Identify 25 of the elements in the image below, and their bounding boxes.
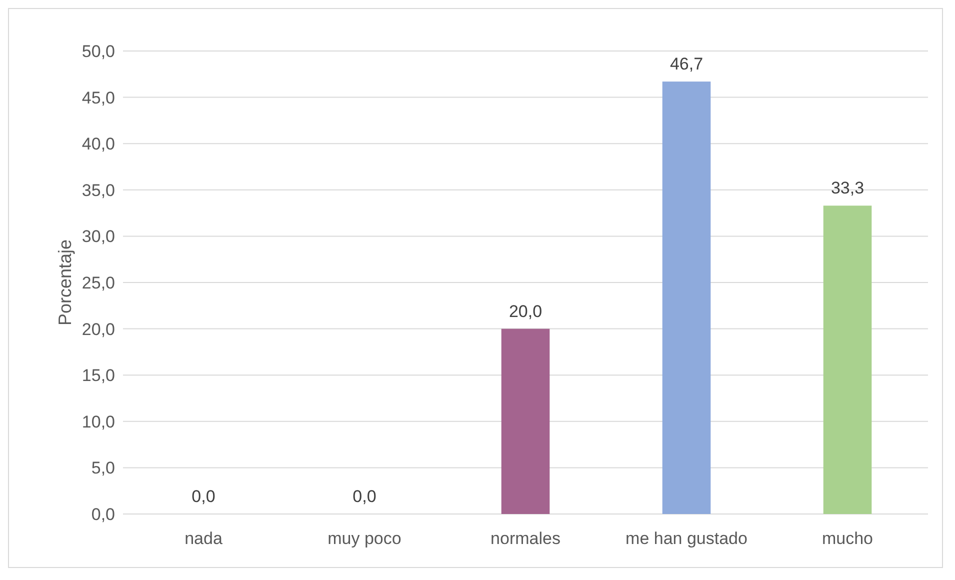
y-tick-label: 5,0 [91, 458, 115, 478]
data-label: 20,0 [508, 302, 542, 321]
y-tick-label: 40,0 [82, 134, 115, 154]
x-tick-label: mucho [822, 529, 874, 548]
y-axis-title: Porcentaje [55, 239, 75, 326]
y-tick-label: 50,0 [82, 42, 115, 61]
x-tick-label: nada [184, 529, 223, 548]
y-tick-label: 30,0 [82, 227, 115, 246]
data-label: 46,7 [670, 54, 704, 74]
bar [501, 328, 550, 514]
x-tick-label: me han gustado [626, 529, 748, 548]
y-tick-label: 45,0 [82, 88, 115, 108]
data-label: 0,0 [192, 487, 216, 506]
y-tick-label: 35,0 [82, 180, 115, 200]
x-tick-label: normales [490, 529, 560, 548]
y-tick-label: 10,0 [82, 412, 115, 432]
data-label: 33,3 [830, 178, 864, 198]
y-tick-label: 0,0 [91, 504, 115, 524]
y-tick-label: 15,0 [82, 366, 115, 386]
y-tick-label: 25,0 [82, 273, 115, 292]
bar [823, 206, 872, 514]
y-tick-label: 20,0 [82, 320, 115, 339]
x-tick-label: muy poco [328, 529, 402, 548]
data-label: 0,0 [352, 487, 376, 506]
bar [662, 82, 711, 514]
